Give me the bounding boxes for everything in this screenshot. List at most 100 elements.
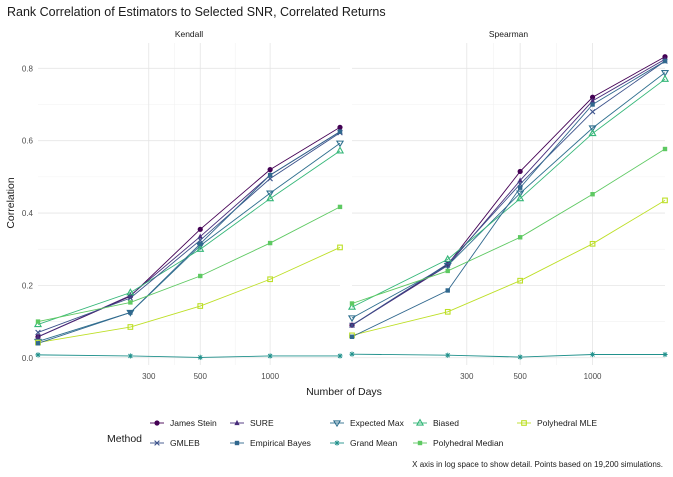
legend-key-marker bbox=[417, 440, 423, 446]
legend-key-marker bbox=[154, 420, 160, 426]
data-point-empirical-bayes bbox=[337, 129, 343, 134]
data-point-polyhedral-mle bbox=[517, 277, 524, 284]
legend-key-marker bbox=[332, 420, 342, 428]
y-tick-label: 0.4 bbox=[22, 209, 34, 218]
data-point-empirical-bayes bbox=[267, 172, 273, 178]
series-line-biased-spearman bbox=[351, 78, 666, 308]
x-tick-label: 300 bbox=[142, 372, 156, 381]
legend-item-expected-max: Expected Max bbox=[330, 418, 405, 428]
data-point-polyhedral-median bbox=[349, 301, 355, 306]
x-tick-label: 1000 bbox=[261, 372, 279, 381]
chart-caption: X axis in log space to show detail. Poin… bbox=[412, 460, 663, 469]
x-tick-label: 300 bbox=[460, 372, 474, 381]
legend-item-james-stein: James Stein bbox=[150, 418, 217, 428]
data-point-biased bbox=[443, 254, 452, 263]
data-point-gmleb bbox=[127, 295, 134, 301]
data-point-empirical-bayes bbox=[349, 334, 355, 339]
y-tick-label: 0.2 bbox=[22, 281, 34, 290]
data-point-sure bbox=[589, 97, 596, 103]
legend-label: GMLEB bbox=[170, 438, 200, 448]
panel-strip-kendall: Kendall bbox=[175, 29, 203, 39]
data-point-polyhedral-mle bbox=[197, 303, 204, 309]
data-point-polyhedral-median bbox=[198, 273, 203, 279]
y-tick-label: 0.8 bbox=[22, 64, 34, 73]
x-tick-label: 500 bbox=[513, 372, 527, 381]
data-point-expected-max bbox=[588, 125, 597, 133]
series-line-expected-max-spearman bbox=[351, 72, 666, 319]
data-point-polyhedral-median bbox=[590, 192, 595, 197]
legend-item-polyhedral-median: Polyhedral Median bbox=[413, 438, 504, 448]
legend: James Stein SURE Expected Max Biased Polyhed… bbox=[150, 418, 597, 448]
x-tick-label: 500 bbox=[194, 372, 208, 381]
data-point-polyhedral-mle bbox=[127, 324, 134, 330]
series-line-polyhedral-median-spearman bbox=[351, 148, 666, 304]
data-point-biased bbox=[126, 288, 135, 296]
legend-item-empirical-bayes: Empirical Bayes bbox=[230, 438, 311, 448]
data-point-polyhedral-median bbox=[35, 319, 41, 324]
data-point-biased bbox=[196, 244, 205, 252]
legend-item-grand-mean: Grand Mean bbox=[330, 438, 398, 448]
data-point-polyhedral-median bbox=[517, 235, 523, 240]
legend-label: Empirical Bayes bbox=[250, 438, 311, 448]
legend-label: Polyhedral Median bbox=[433, 438, 504, 448]
data-point-polyhedral-median bbox=[267, 240, 273, 246]
data-point-sure bbox=[517, 177, 523, 183]
panel-spearman: Spearman 300 500 1000 bbox=[347, 29, 670, 381]
data-point-james-stein bbox=[197, 226, 203, 232]
y-tick-label: 0.6 bbox=[22, 137, 34, 146]
data-point-biased bbox=[588, 128, 597, 137]
data-point-biased bbox=[660, 74, 670, 82]
data-point-sure bbox=[197, 233, 203, 239]
series-line-polyhedral-mle-kendall bbox=[37, 247, 341, 344]
legend-label: James Stein bbox=[170, 418, 217, 428]
data-point-expected-max bbox=[516, 190, 525, 198]
data-point-grand-mean bbox=[127, 353, 133, 359]
data-point-polyhedral-mle bbox=[662, 197, 668, 204]
data-point-grand-mean bbox=[517, 354, 523, 360]
data-point-empirical-bayes bbox=[35, 341, 41, 346]
y-axis-title: Correlation bbox=[5, 177, 17, 229]
data-point-biased bbox=[33, 319, 43, 328]
legend-key-marker bbox=[234, 440, 240, 446]
series-line-grand-mean-kendall bbox=[37, 354, 340, 358]
data-point-grand-mean bbox=[197, 354, 203, 361]
x-tick-label: 1000 bbox=[584, 372, 602, 381]
series-line-james-stein-spearman bbox=[351, 56, 666, 326]
series-line-polyhedral-mle-spearman bbox=[351, 199, 666, 336]
legend-title: Method bbox=[107, 433, 142, 445]
data-point-empirical-bayes bbox=[590, 102, 595, 107]
legend-label: Polyhedral MLE bbox=[537, 418, 597, 428]
data-point-james-stein bbox=[517, 168, 523, 175]
data-point-gmleb bbox=[349, 322, 355, 328]
panel-kendall: Kendall 0.0 0.2 0.4 0.6 0.8 300 500 1000 bbox=[22, 29, 345, 381]
chart-title: Rank Correlation of Estimators to Select… bbox=[7, 5, 386, 19]
data-point-expected-max bbox=[335, 140, 345, 148]
legend-key-marker bbox=[415, 418, 425, 426]
data-point-expected-max bbox=[266, 190, 275, 198]
data-point-polyhedral-mle bbox=[444, 308, 451, 315]
legend-key-marker bbox=[521, 420, 527, 426]
data-point-biased bbox=[347, 302, 357, 310]
data-point-gmleb bbox=[444, 260, 451, 267]
data-point-polyhedral-mle bbox=[589, 240, 596, 247]
legend-item-polyhedral-mle: Polyhedral MLE bbox=[517, 418, 597, 428]
data-point-empirical-bayes bbox=[662, 58, 668, 64]
data-point-grand-mean bbox=[337, 353, 343, 359]
legend-label: Expected Max bbox=[350, 418, 405, 428]
data-point-grand-mean bbox=[662, 351, 668, 358]
x-axis-title: Number of Days bbox=[306, 386, 382, 398]
data-point-james-stein bbox=[267, 167, 273, 173]
data-point-biased bbox=[266, 194, 275, 202]
data-point-polyhedral-median bbox=[128, 300, 133, 305]
legend-label: Grand Mean bbox=[350, 438, 398, 448]
data-point-grand-mean bbox=[35, 352, 41, 358]
data-point-empirical-bayes bbox=[128, 310, 133, 315]
series-line-polyhedral-median-kendall bbox=[37, 206, 341, 323]
data-point-biased bbox=[335, 146, 345, 154]
series-line-gmleb-kendall bbox=[37, 132, 341, 333]
data-point-expected-max bbox=[347, 315, 357, 323]
data-point-grand-mean bbox=[267, 353, 273, 359]
data-point-empirical-bayes bbox=[445, 288, 450, 293]
